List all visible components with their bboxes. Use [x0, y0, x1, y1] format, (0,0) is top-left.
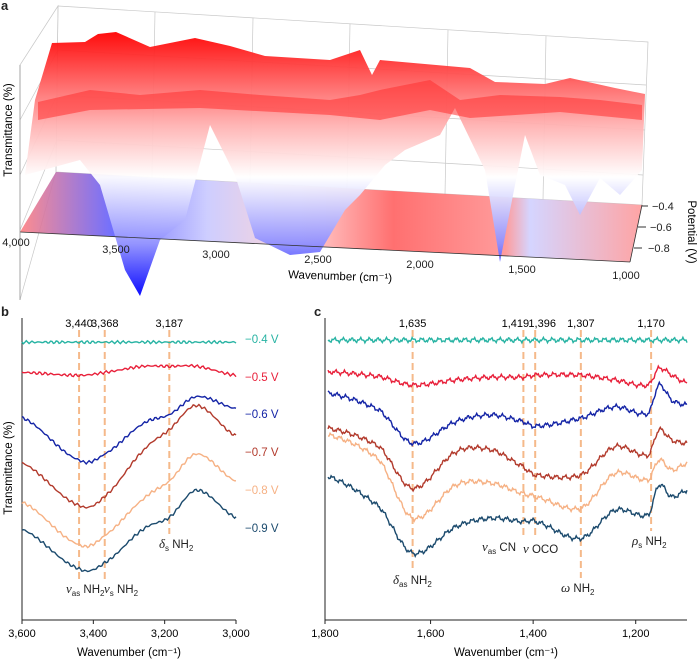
- assignment-label-c: νas CN: [482, 539, 517, 556]
- x-tick-a: 2,500: [304, 254, 332, 266]
- z-tick-a: −0.8: [648, 243, 670, 255]
- x-axis-label-b: Wavenumber (cm⁻¹): [77, 647, 181, 659]
- x-tick-label: 3,400: [80, 628, 108, 640]
- y-axis-label-b: Transmittance (%): [3, 421, 15, 515]
- series-label: −0.7 V: [245, 447, 279, 459]
- series-line: [21, 339, 237, 345]
- x-tick-a: 4,000: [2, 237, 30, 249]
- x-axis-label-c: Wavenumber (cm⁻¹): [454, 647, 558, 659]
- peak-label: 3,368: [91, 318, 119, 330]
- series-line: [21, 488, 237, 573]
- peak-label: 1,635: [399, 318, 427, 330]
- series-line: [327, 364, 688, 390]
- surface-plot-a: 4,000 3,500 3,000 2,500 2,000 1,500 1,00…: [2, 4, 697, 300]
- x-tick-label: 3,200: [151, 628, 179, 640]
- series-line: [327, 380, 688, 447]
- assignment-label-b: νas NH2: [66, 581, 105, 598]
- assignment-label-b: δs NH2: [159, 536, 194, 553]
- axes-c: 1,800 1,600 1,400 1,200 1,635 1,419 1,396 1,307…: [311, 318, 688, 640]
- panel-label-b: b: [1, 304, 9, 319]
- x-tick-label: 1,400: [519, 628, 547, 640]
- peak-label: 1,419: [502, 318, 530, 330]
- x-tick-label: 1,200: [622, 628, 650, 640]
- series-label: −0.9 V: [245, 523, 279, 535]
- peak-label: 1,170: [637, 318, 665, 330]
- assignment-label-c: δas NH2: [393, 572, 432, 589]
- z-axis-label-a: Potential (V): [685, 200, 697, 263]
- x-tick-a: 1,000: [612, 270, 640, 282]
- x-ticks-a: 4,000 3,500 3,000 2,500 2,000 1,500 1,00…: [2, 237, 640, 282]
- assignment-label-b: νs NH2: [104, 581, 139, 598]
- axis-box: [19, 65, 643, 300]
- series-line: [21, 403, 237, 509]
- z-tick-a: −0.4: [652, 201, 674, 213]
- series-line: [328, 431, 688, 523]
- series-line: [327, 424, 688, 493]
- x-tick-label: 1,800: [311, 628, 339, 640]
- x-axis-label-a: Wavenumber (cm⁻¹): [288, 269, 393, 285]
- series-label: −0.4 V: [245, 334, 279, 346]
- assignment-label-c: ν OCO: [523, 541, 559, 556]
- x-tick-label: 1,600: [417, 628, 445, 640]
- y-axis-label-a: Transmittance (%): [3, 83, 15, 177]
- peak-label: 3,440: [65, 318, 93, 330]
- series-line: [21, 363, 237, 378]
- x-tick-label: 3,600: [8, 628, 36, 640]
- assignment-label-c: ω NH2: [561, 580, 595, 597]
- x-tick-a: 3,000: [202, 249, 230, 261]
- series-label: −0.8 V: [245, 485, 279, 497]
- assignment-label-c: ρs NH2: [632, 533, 667, 550]
- series-line: [21, 452, 236, 549]
- series-line: [327, 335, 688, 345]
- panel-label-c: c: [314, 304, 322, 319]
- peak-label: 1,396: [528, 318, 556, 330]
- series-label: −0.6 V: [245, 409, 279, 421]
- x-tick-a: 1,500: [508, 264, 536, 276]
- series-label: −0.5 V: [245, 372, 279, 384]
- peak-label: 3,187: [156, 318, 184, 330]
- x-tick-a: 2,000: [406, 259, 434, 271]
- x-tick-a: 3,500: [102, 244, 130, 256]
- peak-label: 1,307: [567, 318, 595, 330]
- z-tick-a: −0.6: [650, 222, 672, 234]
- x-tick-label: 3,000: [222, 628, 250, 640]
- z-ticks-a: −0.4 −0.6 −0.8: [634, 201, 674, 255]
- series-line: [327, 474, 688, 559]
- panel-label-a: a: [1, 0, 9, 13]
- series-line: [21, 395, 237, 465]
- surface-front-ridge: [38, 80, 642, 120]
